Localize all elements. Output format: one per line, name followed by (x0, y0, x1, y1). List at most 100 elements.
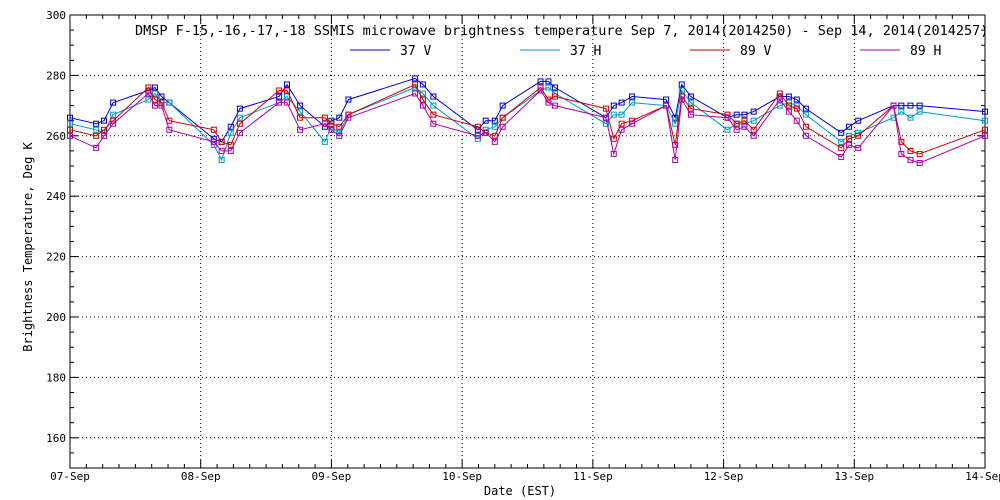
legend-item: 89 H (860, 44, 941, 59)
data-point (499, 114, 506, 121)
data-point (602, 120, 609, 127)
data-point (793, 96, 800, 103)
data-point (687, 105, 694, 112)
data-point (336, 123, 343, 130)
chart-title: DMSP F-15,-16,-17,-18 SSMIS microwave br… (135, 23, 988, 39)
data-point (618, 111, 625, 118)
data-point (602, 105, 609, 112)
data-point (218, 138, 225, 145)
data-point (236, 114, 243, 121)
data-point (916, 150, 923, 157)
data-point (916, 159, 923, 166)
data-point (283, 87, 290, 94)
x-tick-label: 13-Sep (834, 470, 874, 483)
series-37-h (67, 84, 988, 163)
data-point (430, 93, 437, 100)
data-point (687, 111, 694, 118)
series-89-h (67, 87, 988, 166)
data-point (907, 114, 914, 121)
data-point (158, 93, 165, 100)
data-point (482, 117, 489, 124)
series-37-v (67, 75, 988, 145)
axis-ticks: 160 180 200 220 240 260 280 300 07-Sep 08-Sep 09-S… (46, 9, 1000, 483)
data-point (430, 111, 437, 118)
data-point (297, 102, 304, 109)
data-point (551, 84, 558, 91)
data-point (276, 87, 283, 94)
data-point (491, 117, 498, 124)
data-point (210, 138, 217, 145)
x-tick-label: 12-Sep (704, 470, 744, 483)
legend-item: 89 V (690, 44, 771, 59)
data-point (537, 87, 544, 94)
y-tick-label: 300 (46, 9, 66, 22)
series-line (69, 83, 986, 155)
data-point (100, 132, 107, 139)
y-tick-label: 180 (46, 371, 66, 384)
data-point (724, 126, 731, 133)
data-point (321, 120, 328, 127)
data-point (158, 102, 165, 109)
data-point (741, 117, 748, 124)
data-point (785, 93, 792, 100)
data-point (236, 120, 243, 127)
data-point (283, 99, 290, 106)
data-point (776, 102, 783, 109)
data-point (733, 111, 740, 118)
plot-frame (69, 14, 986, 469)
y-tick-label: 220 (46, 251, 66, 264)
data-point (151, 96, 158, 103)
data-point (110, 99, 117, 106)
data-point (412, 81, 419, 88)
data-point (491, 132, 498, 139)
data-point (412, 75, 419, 82)
data-point (145, 84, 152, 91)
data-point (236, 129, 243, 136)
grid (70, 15, 985, 468)
data-point (67, 114, 73, 121)
data-point (474, 123, 481, 130)
data-point (93, 126, 100, 133)
data-point (499, 123, 506, 130)
data-point (898, 102, 905, 109)
data-point (982, 126, 988, 133)
data-point (166, 99, 173, 106)
data-point (100, 117, 107, 124)
data-point (297, 114, 304, 121)
x-tick-label: 11-Sep (573, 470, 613, 483)
data-point (276, 99, 283, 106)
data-point (218, 156, 225, 163)
data-point (345, 114, 352, 121)
data-point (750, 132, 757, 139)
x-tick-label: 14-Sep (965, 470, 1000, 483)
data-point (610, 111, 617, 118)
data-point (67, 126, 73, 133)
y-tick-label: 240 (46, 190, 66, 203)
data-point (687, 99, 694, 106)
data-point (110, 120, 117, 127)
x-axis-label: Date (EST) (484, 484, 556, 498)
data-point (838, 144, 845, 151)
data-point (793, 117, 800, 124)
data-point (907, 102, 914, 109)
data-point (898, 138, 905, 145)
data-point (687, 93, 694, 100)
data-point (678, 81, 685, 88)
series-layer (67, 75, 988, 166)
data-point (907, 156, 914, 163)
data-point (166, 126, 173, 133)
data-point (474, 132, 481, 139)
x-tick-label: 08-Sep (181, 470, 221, 483)
legend-item: 37 H (520, 44, 601, 59)
data-point (158, 99, 165, 106)
data-point (545, 99, 552, 106)
data-point (297, 126, 304, 133)
data-point (328, 126, 335, 133)
data-point (610, 135, 617, 142)
data-point (733, 120, 740, 127)
data-point (67, 132, 73, 139)
data-point (982, 132, 988, 139)
data-point (328, 120, 335, 127)
data-point (838, 138, 845, 145)
series-line (69, 77, 986, 143)
